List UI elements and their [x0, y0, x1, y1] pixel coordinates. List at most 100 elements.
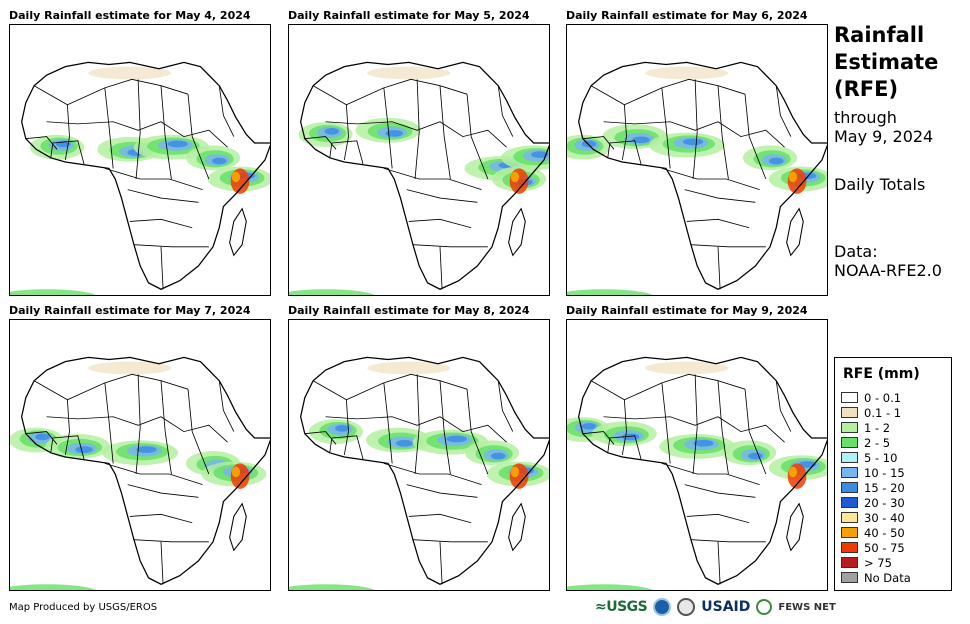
rainfall-patch — [324, 127, 340, 135]
country-border — [218, 85, 235, 137]
usgs-logo: ≈USGS — [595, 599, 648, 615]
rainfall-map-5 — [288, 319, 550, 591]
doi-seal-icon — [677, 598, 696, 616]
map-canvas — [567, 356, 827, 590]
country-border — [603, 416, 785, 443]
africa-coastline — [20, 356, 270, 585]
panel-title-1: Daily Rainfall estimate for May 4, 2024 — [9, 9, 251, 22]
country-border — [497, 85, 514, 137]
rainfall-patch — [385, 130, 403, 137]
legend-item: 0.1 - 1 — [841, 405, 901, 420]
madagascar-outline — [508, 502, 526, 552]
country-border — [135, 374, 141, 475]
country-border — [135, 79, 141, 180]
production-credit: Map Produced by USGS/EROS — [9, 602, 158, 613]
country-border — [325, 121, 507, 148]
product-title: Rainfall Estimate (RFE) — [834, 22, 938, 103]
country-border — [408, 218, 472, 229]
madagascar-outline — [229, 207, 247, 257]
country-border — [684, 189, 756, 203]
country-border — [329, 140, 364, 165]
legend-item: 1 - 2 — [841, 420, 890, 435]
product-title-line1: Rainfall — [834, 23, 925, 47]
heavy-rain-core — [788, 466, 798, 478]
rainfall-patch — [136, 446, 157, 453]
country-border — [325, 416, 507, 443]
map-canvas — [289, 356, 549, 590]
legend-swatch — [841, 572, 858, 583]
legend-swatch — [841, 482, 858, 493]
country-border — [160, 85, 172, 180]
legend-item: 10 - 15 — [841, 465, 905, 480]
country-border — [775, 85, 792, 137]
country-border — [383, 462, 482, 486]
legend-swatch — [841, 407, 858, 418]
country-border — [46, 416, 228, 443]
heavy-rain-core — [510, 466, 520, 478]
country-border — [717, 541, 721, 585]
map-canvas — [10, 356, 270, 590]
legend-title: RFE (mm) — [843, 366, 920, 382]
legend-swatch — [841, 422, 858, 433]
country-border — [439, 246, 443, 290]
country-border — [661, 462, 760, 486]
rainfall-patch — [621, 433, 640, 441]
country-border — [25, 136, 58, 150]
rainfall-patch — [768, 157, 784, 165]
africa-coastline — [299, 61, 549, 290]
country-border — [414, 374, 420, 475]
rainfall-map-1 — [9, 24, 271, 296]
panel-title-5: Daily Rainfall estimate for May 8, 2024 — [288, 304, 530, 317]
rainfall-patch — [289, 289, 375, 295]
country-border — [383, 382, 393, 464]
country-border — [439, 541, 443, 585]
rainfall-patch — [10, 584, 96, 590]
rainfall-patch — [632, 136, 650, 144]
country-border — [127, 189, 199, 203]
country-border — [607, 435, 642, 460]
country-border — [33, 78, 189, 106]
rainfall-patch — [289, 584, 375, 590]
legend-swatch — [841, 452, 858, 463]
rainfall-patch — [167, 140, 188, 148]
legend-label: > 75 — [864, 555, 892, 570]
rainfall-patch — [581, 140, 597, 148]
country-border — [64, 104, 70, 160]
legend-label: 0.1 - 1 — [864, 405, 902, 420]
country-border — [582, 136, 615, 150]
legend-label: 50 - 75 — [864, 540, 905, 555]
legend-item: > 75 — [841, 555, 892, 570]
country-border — [717, 246, 721, 290]
legend-label: No Data — [864, 570, 911, 585]
country-border — [744, 389, 767, 475]
country-border — [692, 79, 698, 180]
africa-coastline — [577, 356, 827, 585]
legend-swatch — [841, 467, 858, 478]
rainfall-patch — [211, 157, 227, 165]
africa-coastline — [20, 61, 270, 290]
rainfall-patch — [581, 422, 597, 430]
legend-label: 5 - 10 — [864, 450, 898, 465]
legend-item: 2 - 5 — [841, 435, 890, 450]
country-border — [160, 380, 172, 475]
legend-label: 10 - 15 — [864, 465, 905, 480]
period-label: Daily Totals — [834, 175, 926, 194]
legend-swatch — [841, 437, 858, 448]
country-border — [466, 389, 489, 475]
rainfall-patch — [490, 452, 506, 460]
country-border — [133, 539, 209, 543]
country-border — [104, 382, 114, 464]
country-border — [25, 431, 58, 445]
country-border — [160, 541, 164, 585]
rainfall-patch — [531, 151, 549, 158]
legend-label: 2 - 5 — [864, 435, 891, 450]
country-border — [343, 399, 349, 455]
legend-item: 50 - 75 — [841, 540, 905, 555]
product-title-line3: (RFE) — [834, 77, 899, 101]
country-border — [187, 94, 210, 180]
country-border — [304, 431, 337, 445]
madagascar-outline — [229, 502, 247, 552]
country-border — [412, 539, 488, 543]
country-border — [621, 104, 627, 160]
